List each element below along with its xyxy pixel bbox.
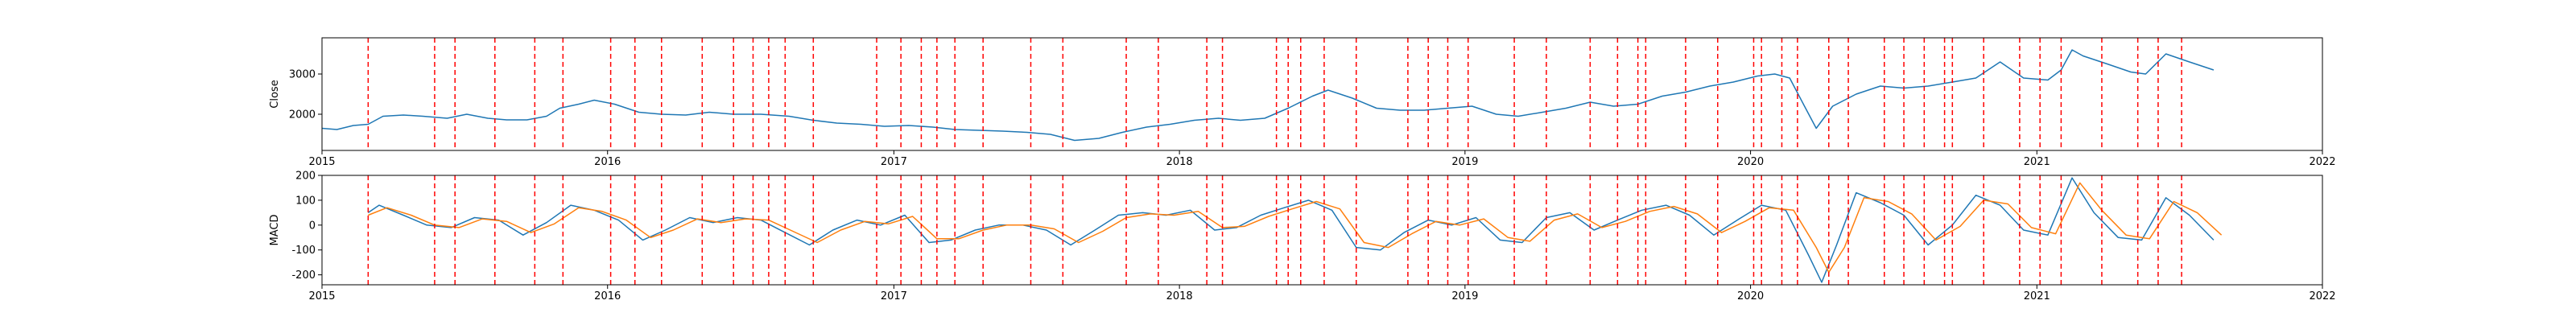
x-tick-label: 2015 — [308, 290, 335, 302]
x-tick-label: 2018 — [1166, 290, 1193, 302]
y-axis-label: Close — [269, 80, 281, 108]
x-tick-label: 2019 — [1451, 290, 1478, 302]
x-tick-label: 2019 — [1451, 156, 1478, 168]
y-tick-label: 200 — [295, 171, 316, 183]
x-tick-label: 2020 — [1737, 156, 1764, 168]
y-tick-label: 100 — [295, 195, 316, 207]
plot-frame — [321, 37, 2323, 151]
series-line-1-1 — [321, 49, 2215, 142]
y-tick-label: 0 — [309, 220, 316, 232]
x-tick-label: 2017 — [881, 156, 907, 168]
y-tick-label: -200 — [291, 269, 316, 282]
y-tick-label: 2000 — [289, 109, 316, 121]
y-tick-label: 3000 — [289, 69, 316, 81]
x-tick-label: 2021 — [2024, 156, 2050, 168]
x-tick-label: 2021 — [2024, 290, 2050, 302]
panel-1: 2015 2016 2017 2018 2019 2020 2021 2022 2000 3000… — [269, 37, 2336, 168]
x-tick-label: 2016 — [594, 156, 621, 168]
x-tick-label: 2016 — [594, 290, 621, 302]
panel-2: 2015 2016 2017 2018 2019 2020 2021 2022 -200 -100… — [269, 171, 2336, 303]
series-line-2-1 — [367, 177, 2215, 283]
x-tick-label: 2018 — [1166, 156, 1193, 168]
x-tick-label: 2017 — [881, 290, 907, 302]
y-axis-label: MACD — [269, 215, 281, 246]
x-tick-label: 2020 — [1737, 290, 1764, 302]
y-tick-label: -100 — [291, 245, 316, 257]
plot-frame — [321, 175, 2323, 286]
series-line-2-2 — [368, 182, 2223, 274]
x-tick-label: 2022 — [2309, 156, 2335, 168]
x-tick-label: 2022 — [2309, 290, 2335, 302]
x-tick-label: 2015 — [308, 156, 335, 168]
